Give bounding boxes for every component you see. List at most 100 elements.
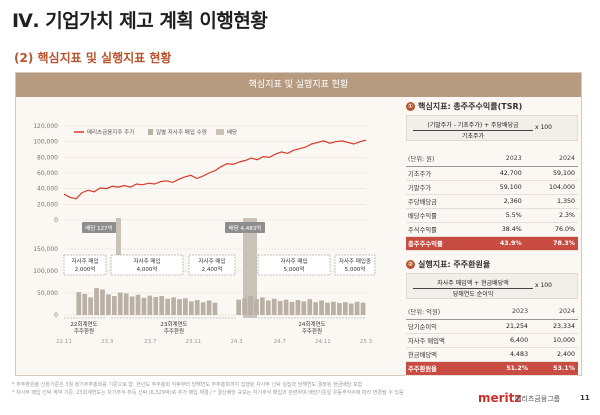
period-label: 23회계연도 [160,320,187,328]
buyback-bar [336,303,342,315]
table-row: 주주환원율 51.2% 53.1% [406,361,578,376]
buyback-bar [117,292,123,315]
legend-label: 메리츠금융지주 주가 [87,128,134,136]
table-row: 자사주 매입액 6,400 10,000 [406,333,578,348]
tsr-formula: (기말주가 - 기초주가) + 주당배당금 기초주가 x 100 [406,115,578,141]
buyback-bar [360,302,366,315]
footnote-2: * 자사주 매입 신탁 계약 기준. 23회계연도는 자기주식 취득 신탁 (6… [12,390,404,396]
tsr-formula-top: (기말주가 - 기초주가) + 주당배당금 [413,120,533,131]
buyback-program-box [110,254,184,276]
table-row: 주당배당금 2,360 1,350 [406,194,578,209]
buyback-bar [88,297,94,315]
buyback-bar [76,292,82,315]
y-tick-label: 0 [54,217,58,224]
dividend-label: 배당 127억 [85,224,112,232]
payout-formula: 자사주 매입액 + 현금배당액 당해연도 순이익 x 100 [406,273,578,299]
table-row: 총주주수익률 43.9% 78.3% [406,236,578,251]
value-2023: 42,700 [478,166,525,181]
buyback-bar [200,302,206,315]
buyback-bar [342,302,348,315]
value-2024: 10,000 [531,333,578,348]
row-label: 주주환원율 [406,361,485,376]
legend-label: 배당 [227,128,237,136]
buyback-bar [82,293,88,315]
table-row: 당기순이익 21,254 23,334 [406,319,578,334]
program-value: 2,000억 [75,265,96,273]
buyback-bar [159,296,165,315]
value-2024: 2.3% [524,208,578,223]
table-header-row: (단위: 원) 2023 2024 [406,152,578,167]
buyback-program-box [334,254,376,276]
y-tick-label: 120,000 [33,123,58,130]
buyback-bar [153,296,159,315]
buyback-bar [260,297,265,315]
table-header-row: (단위: 억원) 2023 2024 [406,305,578,320]
brand-logo: meritz [478,391,522,405]
buyback-bar [242,298,247,315]
legend-label: 일별 자사주 매입 수량 [156,128,207,136]
dividend-label: 배당 4,483억 [229,224,262,232]
table-row: 현금배당액 4,483 2,400 [406,347,578,362]
y-tick-label: 150,000 [33,246,58,253]
x-tick-label: 25.3 [360,339,373,345]
payout-table: (단위: 억원) 2023 2024 당기순이익 21,254 23,334 자사주 매입액… [406,305,578,376]
value-2023: 21,254 [484,319,532,334]
period-label: 22회계연도 [70,320,97,328]
program-value: 4,000억 [137,265,158,273]
buyback-bar [100,289,105,315]
row-label: 기말주가 [406,180,479,195]
payout-formula-top: 자사주 매입액 + 현금배당액 [413,278,533,289]
page-title: Ⅳ. 기업가치 제고 계획 이행현황 [12,10,268,32]
buyback-bar [325,302,330,315]
right-column: ① 핵심지표: 총주주수익률(TSR) (기말주가 - 기초주가) + 주당배당금… [393,97,579,376]
program-title: 자사주 매입 [71,257,98,265]
value-2023: 6,400 [484,333,532,348]
payout-formula-mult: x 100 [535,282,552,289]
stock-price-line [63,139,367,200]
buyback-bar [295,300,301,315]
value-2023: 51.2% [484,361,532,376]
panel-header: 핵심지표 및 실행지표 현황 [16,73,581,97]
buyback-bar [212,302,218,315]
buyback-bar [313,302,319,315]
program-value: 2,400억 [202,265,223,273]
table-header-cell: (단위: 원) [406,152,479,167]
buyback-bar [254,299,259,315]
payout-title: ② 실행지표: 주주환원율 [406,259,490,270]
x-tick-label: 23.7 [144,339,157,345]
buyback-bar [165,298,170,315]
tsr-title-text: 핵심지표: 총주주수익률(TSR) [418,102,523,111]
dividend-label-box [82,222,116,233]
footnote-1: * 주주환원율 산정기준은 3월 정기주주총회를 기준으로 함. 현년도 주주총… [12,382,363,388]
period-label: 24회계연도 [298,320,325,328]
buyback-bar [354,301,360,315]
section-subtitle: (2) 핵심지표 및 실행지표 현황 [14,51,172,65]
value-2024: 78.3% [524,236,578,251]
y-tick-label: 20,000 [37,201,58,208]
buyback-bar [283,299,289,315]
y-tick-label: 100,000 [33,268,58,275]
tsr-title: ① 핵심지표: 총주주수익률(TSR) [406,101,522,112]
buyback-bar [319,300,324,315]
row-label: 자사주 매입액 [406,333,485,348]
y-tick-label: 80,000 [37,154,58,161]
period-label: 주주환원 [302,327,322,335]
table-header-cell: 2023 [478,152,525,167]
program-value: 5,000억 [345,265,366,273]
table-row: 기말주가 59,100 104,000 [406,180,578,195]
value-2023: 59,100 [478,180,525,195]
buyback-bar [248,296,253,315]
stock-buyback-chart: 0 20,000 40,000 60,000 80,000 100,000 120,000 0… [33,123,376,345]
value-2023: 2,360 [478,194,525,209]
x-tick-label: 24.3 [230,339,243,345]
program-title: 자사주 매입 [133,257,160,265]
buyback-bar [94,288,99,315]
legend-dividend-swatch [216,129,224,135]
value-2023: 4,483 [484,347,532,362]
dividend-band-small [116,218,121,270]
payout-number: ② [406,260,415,269]
row-label: 배당수익률 [406,208,479,223]
value-2024: 76.0% [524,222,578,237]
buyback-bar [236,299,242,315]
table-row: 주식수익률 38.4% 76.0% [406,222,578,237]
